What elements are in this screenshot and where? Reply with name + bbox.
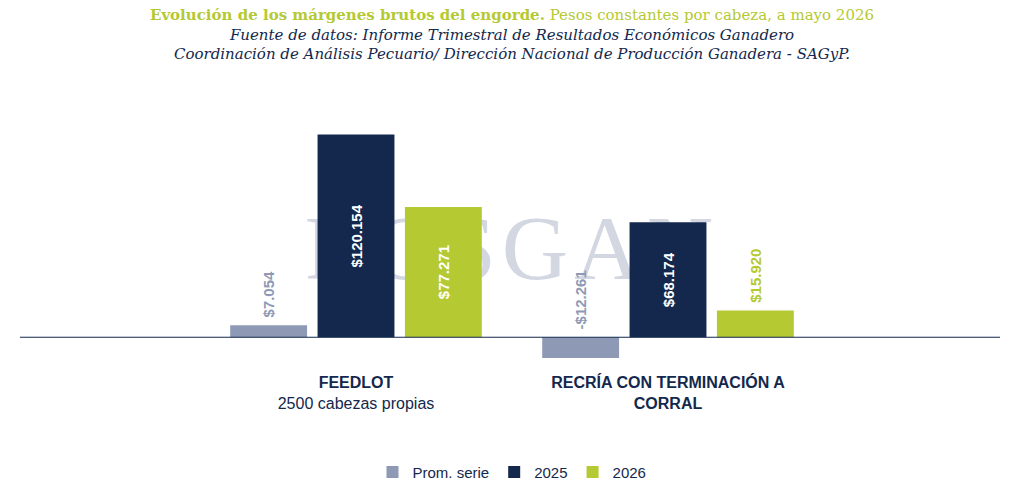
svg-text:FEEDLOT2500 cabezas propias: FEEDLOT2500 cabezas propias (278, 374, 435, 412)
svg-text:-$12.261: -$12.261 (572, 270, 589, 329)
svg-text:$7.054: $7.054 (260, 271, 277, 318)
svg-text:2025: 2025 (534, 464, 567, 481)
svg-text:Evolución de los márgenes brut: Evolución de los márgenes brutos del eng… (150, 6, 874, 63)
svg-text:$77.271: $77.271 (435, 245, 452, 299)
svg-text:RECRÍA CON TERMINACIÓN ACORRAL: RECRÍA CON TERMINACIÓN ACORRAL (551, 373, 785, 412)
svg-text:2026: 2026 (613, 464, 646, 481)
svg-text:$15.920: $15.920 (747, 249, 764, 303)
svg-text:Prom. serie: Prom. serie (413, 464, 490, 481)
svg-text:$120.154: $120.154 (348, 204, 365, 267)
svg-text:$68.174: $68.174 (660, 252, 677, 307)
